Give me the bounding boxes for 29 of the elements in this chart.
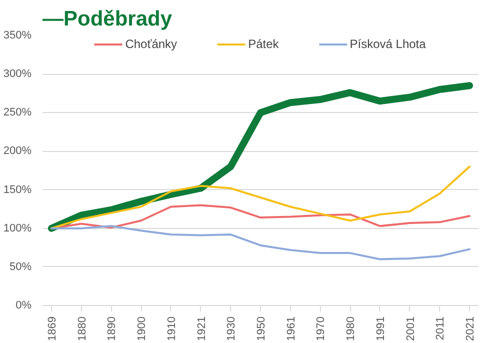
y-tick-label: 150% (3, 184, 32, 196)
x-tick-label: 1930 (226, 316, 238, 341)
x-tick-label: 1970 (315, 316, 328, 341)
x-tick-label: 1921 (196, 316, 208, 341)
y-tick-label: 50% (9, 260, 32, 273)
y-tick-label: 100% (3, 222, 32, 234)
x-tick-label: 2011 (434, 316, 447, 340)
y-tick-label: 200% (3, 145, 32, 158)
x-tick-label: 1980 (345, 316, 358, 341)
legend-label: Pátek (248, 37, 279, 51)
x-tick-label: 2021 (464, 316, 477, 341)
x-tick-label: 1880 (76, 316, 88, 341)
x-tick-label: 1869 (46, 316, 58, 341)
y-tick-label: 300% (3, 68, 32, 80)
chart-title: —Poděbrady (42, 8, 172, 30)
legend-label: Písková Lhota (350, 37, 426, 51)
x-tick-label: 2001 (404, 316, 417, 341)
x-tick-label: 1991 (374, 316, 387, 341)
x-tick-label: 1950 (256, 316, 268, 341)
legend-label: Choťánky (125, 37, 178, 51)
y-tick-label: 250% (3, 106, 32, 119)
y-tick-label: 350% (3, 30, 32, 42)
line-series (50, 225, 471, 260)
x-tick-label: 1900 (136, 316, 148, 341)
x-tick-label: 1910 (166, 316, 178, 341)
x-tick-label: 1890 (106, 316, 118, 341)
x-tick-label: 1961 (285, 316, 298, 341)
line-series (50, 166, 471, 230)
y-tick-label: 0% (16, 300, 32, 312)
